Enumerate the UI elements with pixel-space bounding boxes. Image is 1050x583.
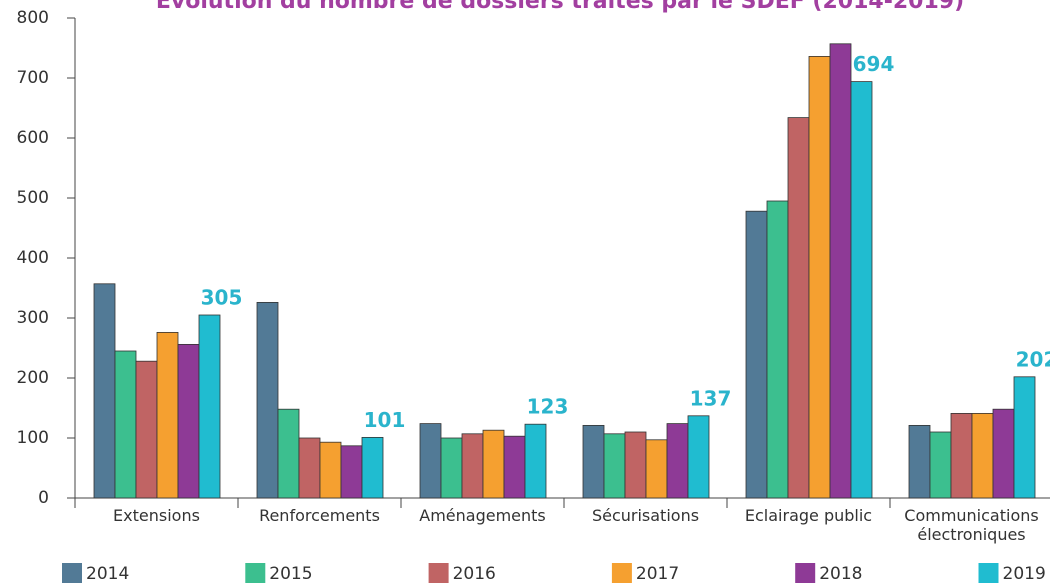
x-tick-label: Extensions xyxy=(113,506,200,525)
bar xyxy=(850,81,873,499)
legend-swatch xyxy=(978,563,999,583)
bar xyxy=(361,436,384,499)
x-tick-label: Aménagements xyxy=(419,506,546,525)
bar xyxy=(950,412,973,499)
bar xyxy=(177,343,200,499)
bar xyxy=(298,437,321,499)
y-tick-label: 600 xyxy=(17,128,49,148)
data-label: 305 xyxy=(201,286,243,310)
x-tick-label: Renforcements xyxy=(259,506,380,525)
bar xyxy=(787,117,810,499)
bar xyxy=(1013,376,1036,499)
bar xyxy=(198,314,221,499)
bar xyxy=(461,433,484,499)
bar xyxy=(908,424,931,499)
bar xyxy=(929,431,952,499)
bar xyxy=(419,423,442,499)
data-label: 694 xyxy=(853,52,895,76)
bar xyxy=(666,423,689,499)
y-tick-label: 500 xyxy=(17,188,49,208)
bar xyxy=(256,301,279,499)
legend-swatch xyxy=(245,563,266,583)
bar xyxy=(645,439,668,499)
y-tick-label: 0 xyxy=(38,488,49,508)
legend-label: 2014 xyxy=(86,564,129,583)
bar xyxy=(582,424,605,499)
legend-swatch xyxy=(62,563,82,583)
bar xyxy=(319,441,342,499)
y-tick-label: 100 xyxy=(17,428,49,448)
legend-label: 2015 xyxy=(269,564,312,583)
legend-label: 2017 xyxy=(636,564,679,583)
legend-swatch xyxy=(611,563,632,583)
data-label: 202 xyxy=(1016,347,1050,371)
y-tick-label: 300 xyxy=(17,308,49,328)
bar xyxy=(992,408,1015,499)
data-label: 101 xyxy=(364,408,406,432)
legend-swatch xyxy=(428,563,449,583)
legend-label: 2016 xyxy=(453,564,496,583)
y-tick-label: 200 xyxy=(17,368,49,388)
data-label: 123 xyxy=(527,395,569,419)
bar xyxy=(766,200,789,499)
bar xyxy=(687,415,710,499)
bar xyxy=(277,408,300,499)
data-label: 137 xyxy=(690,386,732,410)
legend-swatch xyxy=(795,563,816,583)
bar xyxy=(440,437,463,499)
bar xyxy=(156,331,179,499)
x-tick-label: Sécurisations xyxy=(591,506,700,525)
bar xyxy=(745,210,768,499)
y-tick-label: 800 xyxy=(17,8,49,28)
bar xyxy=(829,43,852,499)
bar xyxy=(135,360,158,499)
x-tick-label: Eclairage public xyxy=(744,506,873,525)
y-tick-label: 700 xyxy=(17,68,49,88)
bar xyxy=(524,423,547,499)
legend-label: 2019 xyxy=(1003,564,1046,583)
chart-title: Evolution du nombre de dossiers traités … xyxy=(156,0,964,14)
bar xyxy=(808,56,831,499)
y-tick-label: 400 xyxy=(17,248,49,268)
x-tick-label: Communications électroniques xyxy=(904,506,1039,544)
bar xyxy=(624,431,647,499)
bar xyxy=(114,350,137,499)
legend-label: 2018 xyxy=(819,564,862,583)
bar xyxy=(971,412,994,499)
bar xyxy=(340,445,363,499)
bar xyxy=(93,283,116,499)
bar xyxy=(503,435,526,499)
bar xyxy=(482,429,505,499)
bar xyxy=(603,433,626,499)
